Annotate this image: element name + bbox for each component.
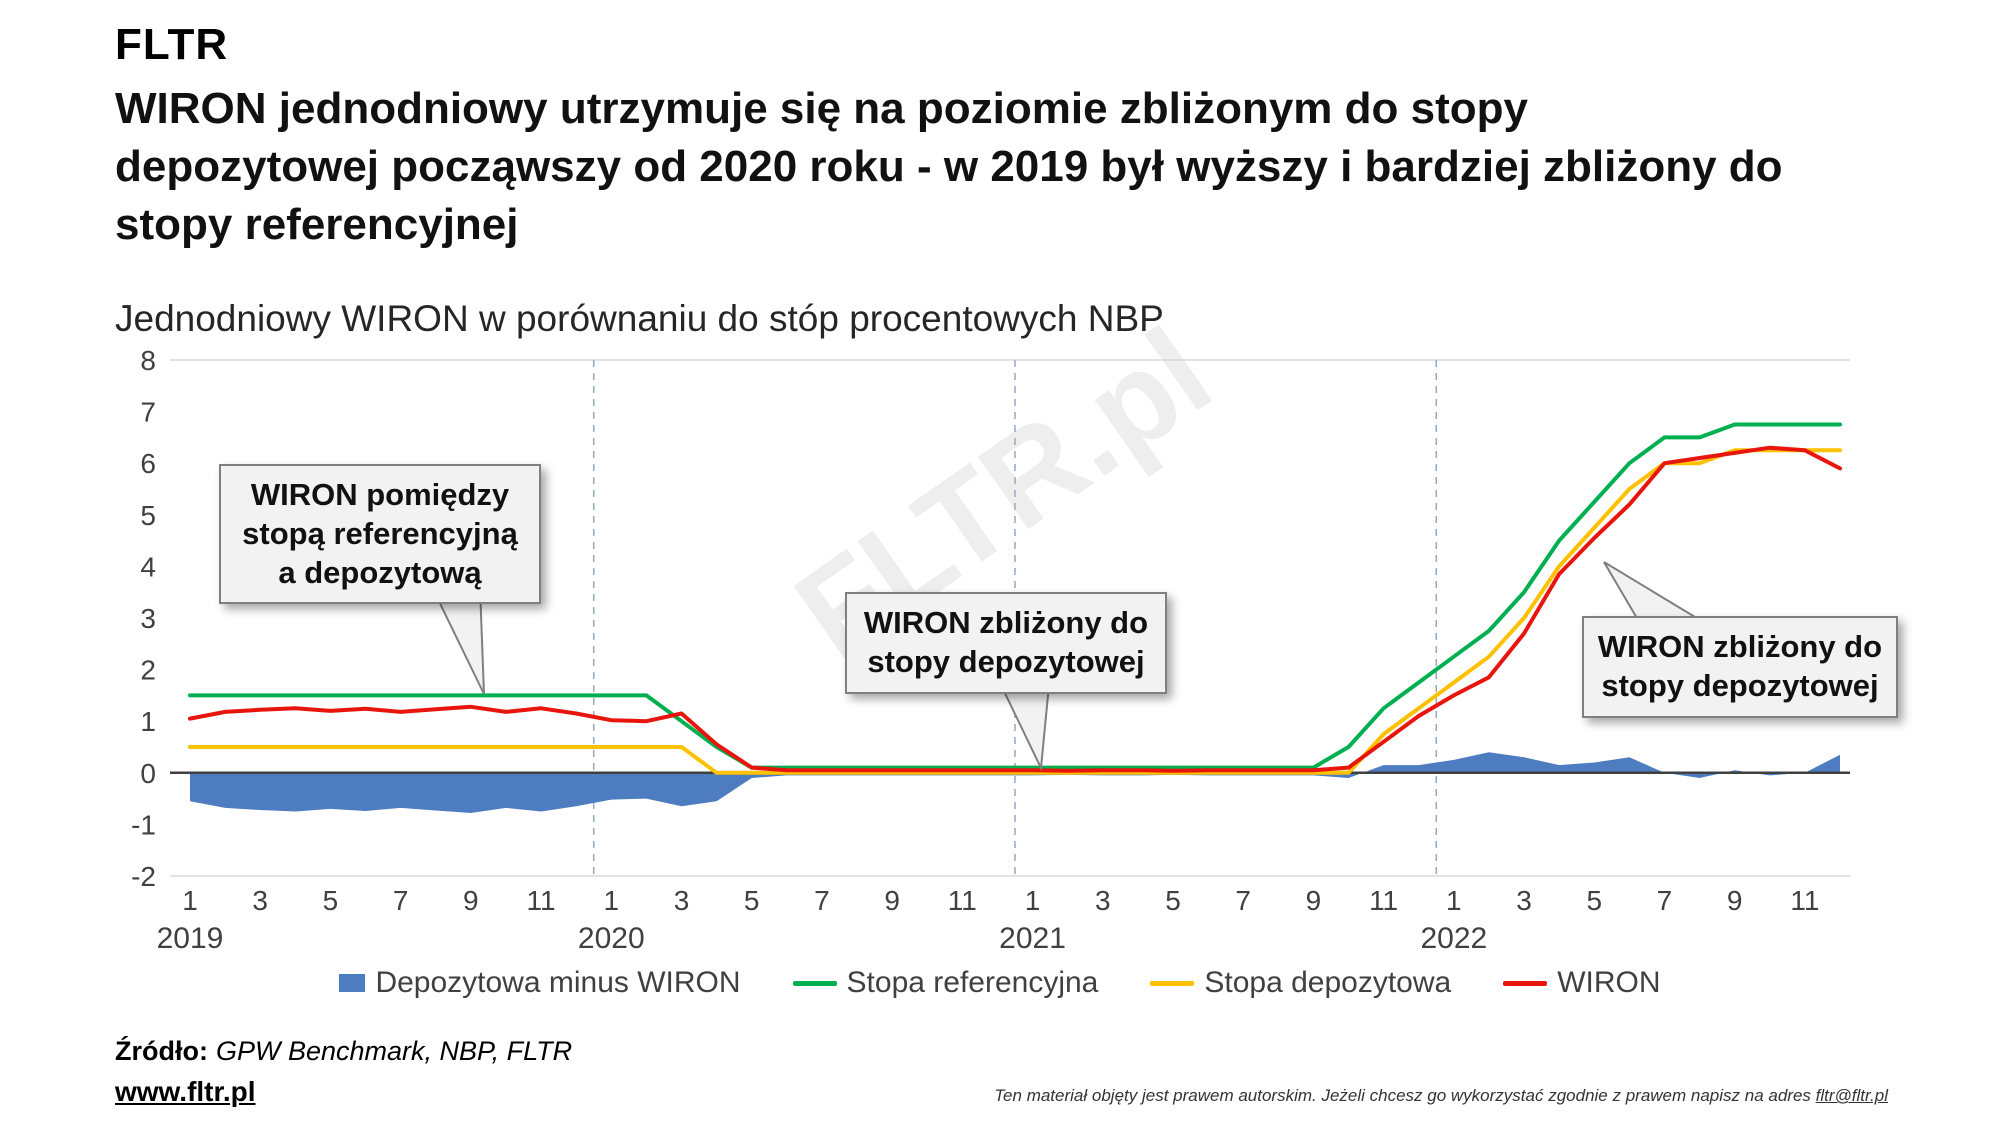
chart-title: Jednodniowy WIRON w porównaniu do stóp p… bbox=[115, 298, 1164, 339]
x-tick-label: 7 bbox=[814, 885, 830, 916]
y-tick-label: 4 bbox=[140, 551, 156, 582]
series-line-wiron bbox=[188, 445, 1842, 773]
website-link[interactable]: www.fltr.pl bbox=[115, 1076, 256, 1107]
legend-label: Stopa referencyjna bbox=[846, 966, 1099, 999]
brand-logo: FLTR bbox=[115, 20, 229, 69]
annotation-box-3: WIRON zbliżony do stopy depozytowej bbox=[1582, 616, 1898, 718]
x-tick-label: 11 bbox=[527, 885, 556, 916]
x-tick-label: 1 bbox=[603, 885, 619, 916]
x-tick-label: 3 bbox=[674, 885, 690, 916]
legend-item: WIRON bbox=[1503, 966, 1661, 1000]
x-tick-label: 11 bbox=[1369, 885, 1398, 916]
legend-marker-swatch bbox=[339, 974, 366, 992]
legend-marker-line bbox=[1150, 980, 1195, 986]
x-tick-label: 5 bbox=[323, 885, 339, 916]
y-tick-label: 7 bbox=[140, 397, 156, 428]
headline: WIRON jednodniowy utrzymuje się na pozio… bbox=[115, 84, 1783, 250]
y-tick-label: 5 bbox=[140, 500, 156, 531]
x-tick-label: 7 bbox=[1235, 885, 1251, 916]
source-line: Źródło: GPW Benchmark, NBP, FLTR bbox=[115, 1036, 572, 1067]
x-tick-label: 1 bbox=[182, 885, 198, 916]
annotation-box-1: WIRON pomiędzy stopą referencyjną a depo… bbox=[219, 464, 541, 605]
copyright-disclaimer: Ten materiał objęty jest prawem autorski… bbox=[994, 1086, 1888, 1106]
source-value: GPW Benchmark, NBP, FLTR bbox=[215, 1036, 573, 1066]
x-tick-label: 1 bbox=[1025, 885, 1041, 916]
y-tick-label: 3 bbox=[140, 603, 156, 634]
x-tick-label: 5 bbox=[1165, 885, 1181, 916]
y-tick-label: 2 bbox=[140, 655, 156, 686]
chart-legend: Depozytowa minus WIRON Stopa referencyjna… bbox=[0, 966, 2000, 1000]
x-tick-label: 3 bbox=[252, 885, 268, 916]
legend-label: Stopa depozytowa bbox=[1204, 966, 1452, 999]
legend-item: Stopa referencyjna bbox=[792, 966, 1099, 1000]
y-tick-label: 6 bbox=[140, 448, 156, 479]
x-tick-label: 3 bbox=[1095, 885, 1111, 916]
x-tick-label: 7 bbox=[1657, 885, 1673, 916]
chart: 8 7 6 5 4 3 2 1 0 -1 -2 1 3 5 7 9 11 2019 1 3 5 7 9 11 2020 1 3 5 7 9… bbox=[131, 348, 1850, 955]
x-tick-label: 5 bbox=[744, 885, 760, 916]
x-tick-label: 1 bbox=[1446, 885, 1462, 916]
legend-label: WIRON bbox=[1557, 966, 1661, 999]
year-label: 2019 bbox=[157, 922, 224, 955]
x-tick-label: 3 bbox=[1516, 885, 1532, 916]
series-line-stopa-depozytowa bbox=[188, 448, 1842, 775]
x-tick-label: 9 bbox=[1306, 885, 1322, 916]
x-tick-label: 11 bbox=[948, 885, 977, 916]
y-tick-label: -2 bbox=[131, 861, 156, 892]
disclaimer-text: Ten materiał objęty jest prawem autorski… bbox=[994, 1086, 1816, 1105]
x-tick-label: 9 bbox=[1727, 885, 1743, 916]
x-tick-label: 9 bbox=[884, 885, 900, 916]
x-tick-label: 5 bbox=[1586, 885, 1602, 916]
legend-marker-line bbox=[792, 980, 837, 986]
y-tick-label: 0 bbox=[140, 758, 156, 789]
y-tick-label: -1 bbox=[131, 809, 156, 840]
legend-marker-line bbox=[1503, 980, 1548, 986]
legend-label: Depozytowa minus WIRON bbox=[375, 966, 741, 999]
legend-item: Depozytowa minus WIRON bbox=[339, 966, 741, 1000]
source-label: Źródło: bbox=[115, 1036, 208, 1066]
year-label: 2020 bbox=[578, 922, 645, 955]
disclaimer-email-link[interactable]: fltr@fltr.pl bbox=[1815, 1086, 1888, 1105]
annotation-box-2: WIRON zbliżony do stopy depozytowej bbox=[845, 592, 1167, 694]
x-tick-label: 7 bbox=[393, 885, 409, 916]
x-tick-label: 11 bbox=[1790, 885, 1819, 916]
series-line-stopa-referencyjna bbox=[188, 422, 1842, 770]
series-area-depozytowa-minus-wiron bbox=[190, 752, 1840, 813]
x-tick-label: 9 bbox=[463, 885, 479, 916]
annotation-pointer-2 bbox=[999, 684, 1051, 772]
y-tick-label: 1 bbox=[140, 706, 156, 737]
year-label: 2022 bbox=[1420, 922, 1487, 955]
legend-item: Stopa depozytowa bbox=[1150, 966, 1451, 1000]
y-tick-label: 8 bbox=[140, 348, 156, 376]
year-label: 2021 bbox=[999, 922, 1066, 955]
